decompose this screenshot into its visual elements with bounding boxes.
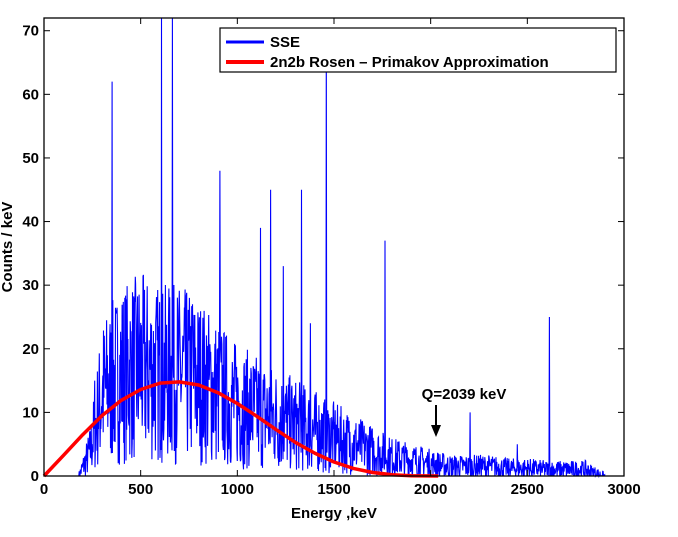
x-tick-label: 2000 — [414, 481, 447, 498]
y-tick-label: 20 — [22, 341, 39, 358]
series-rosen-primakov — [42, 380, 439, 478]
x-tick-label: 3000 — [607, 481, 640, 498]
series-sse — [44, 17, 624, 479]
legend-box — [219, 27, 617, 73]
tick-layer: 0 500 1000 1500 2000 2500 3000 0 10 20 30 40 50 60 70 — [22, 18, 641, 498]
y-axis-label: Counts / keV — [0, 202, 16, 293]
annotation-q-value: Q=2039 keV — [422, 386, 507, 437]
x-tick-label: 0 — [40, 481, 48, 498]
y-tick-label: 70 — [22, 23, 39, 40]
legend: SSE 2n2b Rosen – Primakov Approximation — [219, 27, 617, 73]
legend-label-sse: SSE — [270, 34, 300, 51]
y-tick-label: 30 — [22, 277, 39, 294]
y-tick-label: 0 — [31, 468, 39, 485]
series-layer — [42, 17, 624, 479]
y-tick-label: 60 — [22, 86, 39, 103]
x-tick-label: 2500 — [511, 481, 544, 498]
x-tick-label: 1000 — [221, 481, 254, 498]
annotation-label: Q=2039 keV — [422, 386, 507, 403]
y-tick-label: 50 — [22, 150, 39, 167]
annotation-arrow-head — [431, 425, 441, 437]
y-tick-label: 40 — [22, 214, 39, 231]
x-axis-label: Energy ,keV — [291, 505, 377, 522]
y-tick-label: 10 — [22, 404, 39, 421]
x-tick-label: 500 — [128, 481, 153, 498]
x-tick-label: 1500 — [317, 481, 350, 498]
legend-label-rosen-primakov: 2n2b Rosen – Primakov Approximation — [270, 54, 549, 71]
